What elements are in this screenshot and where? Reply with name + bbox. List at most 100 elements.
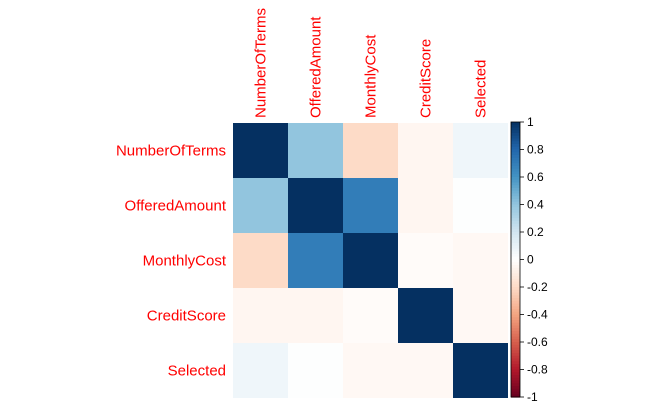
colorbar-segment xyxy=(511,388,520,393)
colorbar-segment xyxy=(511,221,520,225)
heatmap-cell-CreditScore-CreditScore xyxy=(398,288,453,343)
colorbar-segment xyxy=(511,207,520,211)
colorbar-segment xyxy=(511,350,520,354)
colorbar-segment xyxy=(511,248,520,252)
heatmap-cell-OfferedAmount-MonthlyCost xyxy=(343,178,398,233)
colorbar-segment xyxy=(511,177,520,181)
colorbar-segment xyxy=(511,124,520,129)
colorbar-tick-label: 1 xyxy=(527,115,534,129)
heatmap-cell-CreditScore-Selected xyxy=(453,288,508,343)
column-labels: NumberOfTerms OfferedAmount MonthlyCost Cre… xyxy=(253,8,490,118)
colorbar-segment xyxy=(511,152,520,156)
colorbar-segment xyxy=(511,394,520,398)
heatmap-cell-MonthlyCost-NumberOfTerms xyxy=(233,233,288,288)
colorbar-segment xyxy=(511,199,520,203)
colorbar-segment xyxy=(511,298,520,302)
colorbar-segment xyxy=(511,163,520,167)
colorbar-segment xyxy=(511,171,520,175)
colorbar-segment xyxy=(511,300,520,305)
heatmap-cell-CreditScore-MonthlyCost xyxy=(343,288,398,343)
column-label-OfferedAmount: OfferedAmount xyxy=(308,16,325,118)
colorbar-segment xyxy=(511,182,520,186)
colorbar-tick-label: -1 xyxy=(527,390,538,404)
heatmap-cell-CreditScore-NumberOfTerms xyxy=(233,288,288,343)
column-label-NumberOfTerms: NumberOfTerms xyxy=(253,8,270,118)
colorbar-segment xyxy=(511,122,520,126)
colorbar-segment xyxy=(511,306,520,310)
colorbar-segment xyxy=(511,347,520,351)
colorbar-segment xyxy=(511,369,520,373)
row-label-NumberOfTerms: NumberOfTerms xyxy=(116,143,226,160)
colorbar-segment xyxy=(511,226,520,230)
colorbar-segment xyxy=(511,289,520,294)
colorbar-segment xyxy=(511,234,520,239)
colorbar-segment xyxy=(511,342,520,346)
colorbar-tick-label: 0.4 xyxy=(527,198,544,212)
colorbar-tick-label: -0.6 xyxy=(527,335,548,349)
colorbar-tick-label: -0.8 xyxy=(527,363,548,377)
column-label-Selected: Selected xyxy=(473,60,490,118)
heatmap-cell-OfferedAmount-OfferedAmount xyxy=(288,178,343,233)
colorbar-segment xyxy=(511,138,520,142)
colorbar-segment xyxy=(511,229,520,233)
colorbar-segment xyxy=(511,135,520,140)
colorbar-segment xyxy=(511,287,520,291)
colorbar-segment xyxy=(511,168,520,173)
colorbar-segment xyxy=(511,245,520,250)
heatmap-cell-Selected-Selected xyxy=(453,343,508,398)
colorbar-segment xyxy=(511,232,520,236)
colorbar-segment xyxy=(511,339,520,343)
colorbar-segment xyxy=(511,391,520,395)
colorbar-segment xyxy=(511,375,520,379)
heatmap-cell-MonthlyCost-MonthlyCost xyxy=(343,233,398,288)
heatmap-cell-OfferedAmount-CreditScore xyxy=(398,178,453,233)
colorbar-segment xyxy=(511,240,520,244)
colorbar: 1 0.8 0.6 0.4 0.2 0 -0.2 -0.4 -0.6 -0.8 -1 xyxy=(510,115,548,404)
colorbar-segment xyxy=(511,265,520,269)
colorbar-segment xyxy=(511,353,520,357)
colorbar-segment xyxy=(511,355,520,360)
heatmap-cell-NumberOfTerms-NumberOfTerms xyxy=(233,123,288,178)
heatmap-cell-NumberOfTerms-CreditScore xyxy=(398,123,453,178)
colorbar-tick-label: 0.8 xyxy=(527,143,544,157)
colorbar-segment xyxy=(511,144,520,148)
colorbar-segment xyxy=(511,270,520,274)
colorbar-segment xyxy=(511,127,520,131)
heatmap-cells xyxy=(233,123,508,398)
colorbar-segment xyxy=(511,284,520,288)
row-label-CreditScore: CreditScore xyxy=(147,308,226,325)
colorbar-segment xyxy=(511,333,520,338)
colorbar-segment xyxy=(511,157,520,162)
colorbar-segment xyxy=(511,267,520,272)
row-label-MonthlyCost: MonthlyCost xyxy=(143,253,227,270)
colorbar-segment xyxy=(511,317,520,321)
heatmap-cell-Selected-CreditScore xyxy=(398,343,453,398)
colorbar-segment xyxy=(511,331,520,335)
heatmap-cell-MonthlyCost-CreditScore xyxy=(398,233,453,288)
heatmap-cell-MonthlyCost-Selected xyxy=(453,233,508,288)
colorbar-segment xyxy=(511,174,520,178)
colorbar-segment xyxy=(511,243,520,247)
colorbar-segment xyxy=(511,328,520,332)
colorbar-segment xyxy=(511,201,520,206)
colorbar-segment xyxy=(511,190,520,195)
colorbar-segment xyxy=(511,380,520,384)
heatmap-cell-NumberOfTerms-MonthlyCost xyxy=(343,123,398,178)
colorbar-segment xyxy=(511,322,520,327)
colorbar-segment xyxy=(511,314,520,318)
colorbar-segment xyxy=(511,218,520,222)
colorbar-segment xyxy=(511,196,520,200)
colorbar-tick-label: 0.6 xyxy=(527,170,544,184)
heatmap-cell-MonthlyCost-OfferedAmount xyxy=(288,233,343,288)
heatmap-cell-OfferedAmount-Selected xyxy=(453,178,508,233)
colorbar-segment xyxy=(511,215,520,219)
colorbar-segment xyxy=(511,133,520,137)
colorbar-segment xyxy=(511,336,520,340)
colorbar-segment xyxy=(511,344,520,349)
colorbar-segment xyxy=(511,146,520,151)
heatmap-cell-NumberOfTerms-Selected xyxy=(453,123,508,178)
colorbar-segment xyxy=(511,372,520,376)
heatmap-cell-CreditScore-OfferedAmount xyxy=(288,288,343,343)
